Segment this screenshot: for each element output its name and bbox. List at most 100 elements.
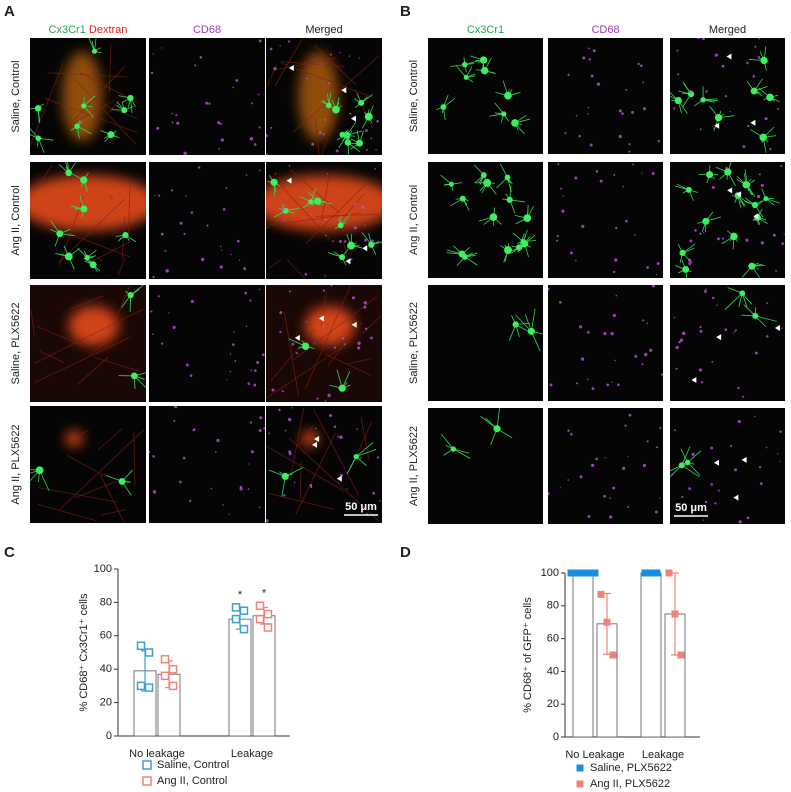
cd68-puncta <box>278 408 281 412</box>
micrograph-content <box>548 413 662 519</box>
significance-marker: * <box>238 589 243 601</box>
legend-label: Ang II, PLX5622 <box>590 778 670 790</box>
cd68-puncta <box>691 452 695 456</box>
vessel <box>117 256 126 276</box>
cd68-puncta <box>738 520 742 524</box>
cd68-puncta <box>759 482 763 485</box>
cd68-puncta <box>183 232 186 235</box>
cd68-puncta <box>699 232 702 235</box>
microglia-process <box>687 462 701 476</box>
data-point <box>144 648 154 657</box>
cd68-puncta <box>625 88 628 91</box>
cd68-puncta <box>306 77 308 80</box>
cd68-puncta <box>374 168 376 170</box>
cd68-puncta <box>675 367 678 370</box>
cd68-puncta <box>171 121 174 124</box>
cd68-puncta <box>548 492 550 496</box>
dextran-cloud <box>298 51 339 142</box>
cd68-puncta <box>699 329 703 333</box>
arrowhead <box>288 65 294 72</box>
bar <box>252 615 276 737</box>
cd68-puncta <box>591 463 595 467</box>
vessel <box>108 44 112 93</box>
cd68-puncta <box>364 238 367 242</box>
cd68-puncta <box>754 351 758 355</box>
legend-swatch <box>142 776 152 786</box>
microglia <box>483 178 492 187</box>
cd68-puncta <box>281 390 284 393</box>
cd68-puncta <box>612 486 616 490</box>
microglia <box>89 261 97 269</box>
cd68-puncta <box>220 138 224 142</box>
data-point <box>641 569 649 577</box>
cd68-puncta <box>712 127 715 129</box>
cd68-puncta <box>628 143 631 146</box>
cd68-puncta <box>649 348 653 352</box>
cd68-puncta <box>753 415 756 418</box>
cd68-puncta <box>219 265 223 269</box>
cd68-puncta <box>266 153 269 155</box>
microglia <box>339 254 346 261</box>
y-tick-label: 60 <box>547 633 559 645</box>
row-label: Ang II, PLX5622 <box>408 426 420 506</box>
cd68-puncta <box>580 357 585 361</box>
cd68-puncta <box>324 400 327 402</box>
cd68-puncta <box>646 440 649 443</box>
microglia <box>739 290 746 297</box>
cd68-puncta <box>288 290 291 293</box>
microglia <box>763 196 769 202</box>
arrowhead <box>294 334 300 341</box>
cd68-puncta <box>348 55 351 57</box>
cd68-puncta <box>328 414 333 418</box>
micrograph <box>149 285 265 402</box>
scale-bar-label: 50 μm <box>345 501 377 513</box>
micrograph-bg <box>428 285 543 401</box>
cd68-puncta <box>253 143 257 146</box>
cd68-puncta <box>339 473 343 477</box>
cd68-puncta <box>615 226 618 230</box>
vessel <box>297 425 314 447</box>
micrograph <box>548 162 663 278</box>
cd68-puncta <box>642 319 645 322</box>
microglia <box>479 56 488 64</box>
cd68-puncta <box>327 393 331 398</box>
cd68-puncta <box>699 325 702 329</box>
cd68-puncta <box>262 353 265 357</box>
micrograph <box>428 285 543 401</box>
cd68-puncta <box>152 455 155 458</box>
micrograph <box>30 406 146 523</box>
microglia <box>56 230 64 238</box>
microglia-process <box>681 464 700 478</box>
cd68-puncta <box>210 487 213 490</box>
cd68-puncta <box>737 386 740 390</box>
cd68-puncta <box>279 330 282 334</box>
significance-marker: * <box>262 587 267 599</box>
cd68-puncta <box>376 456 380 459</box>
cd68-puncta <box>185 363 189 367</box>
cd68-puncta <box>599 179 603 183</box>
cd68-puncta <box>230 253 232 256</box>
cd68-puncta <box>592 49 596 53</box>
microglia-process <box>530 308 536 332</box>
cd68-puncta <box>567 429 570 432</box>
legend-swatch <box>576 764 584 772</box>
microglia <box>459 195 466 202</box>
cd68-puncta <box>670 469 672 472</box>
cd68-puncta <box>717 237 720 241</box>
cd68-puncta <box>243 267 247 271</box>
cd68-puncta <box>609 497 611 499</box>
cd68-puncta <box>716 304 718 306</box>
data-point <box>579 569 587 577</box>
arrowhead <box>726 53 732 60</box>
cd68-puncta <box>370 336 373 340</box>
y-tick-label: 100 <box>541 567 559 579</box>
cd68-puncta <box>576 382 579 385</box>
vessel <box>77 356 109 385</box>
x-tick-label: Leakage <box>642 749 684 761</box>
data-point <box>136 641 146 651</box>
cd68-puncta <box>150 71 154 75</box>
cd68-puncta <box>225 187 228 189</box>
vessel <box>277 181 331 240</box>
micrograph-content <box>670 38 780 153</box>
cd68-puncta <box>152 490 157 494</box>
